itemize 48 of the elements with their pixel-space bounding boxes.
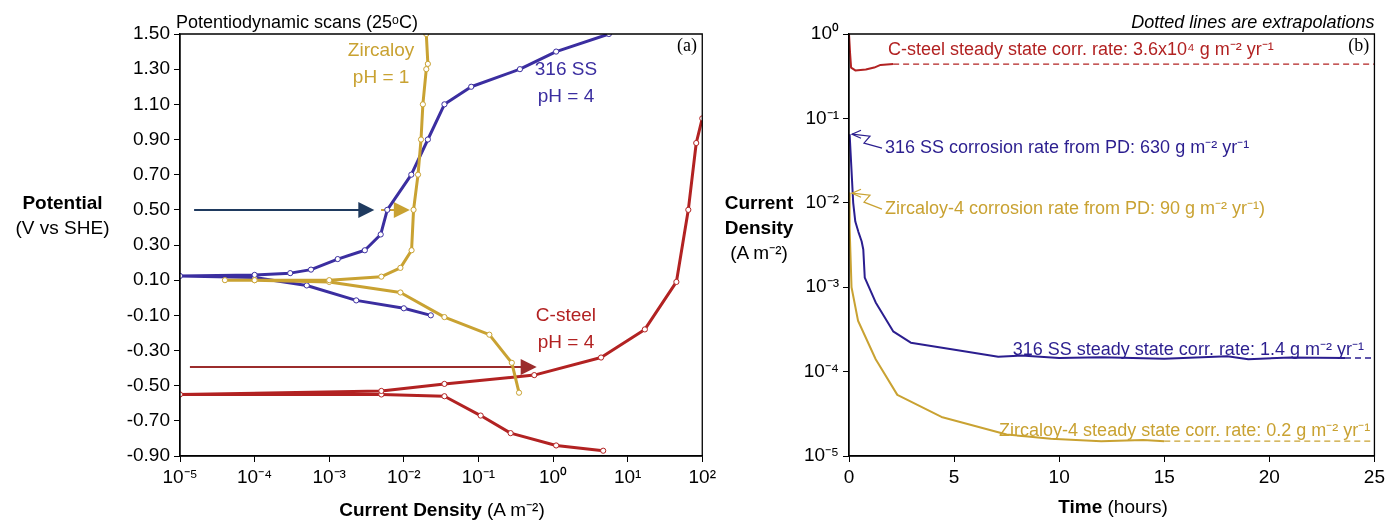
annotation: 316 SS corrosion rate from PD: 630 g m⁻² yr⁻¹ [885, 137, 1250, 158]
y-tick-label: 10⁻⁵ [803, 444, 839, 466]
y-tick-label: 10⁻¹ [805, 106, 839, 128]
chart-title: Potentiodynamic scans (25ᵒC) [176, 12, 418, 32]
series-label: Zircaloy pH = 1 [347, 39, 415, 88]
y-tick-label: 0.30 [133, 233, 170, 255]
y-tick-label: 10⁻³ [805, 275, 839, 297]
y-axis-title: Current Density (A m⁻²) [723, 191, 795, 265]
y-tick-label: -0.50 [126, 373, 170, 395]
x-tick-label: 10⁻³ [312, 465, 346, 487]
series-label: 316 SS pH = 4 [534, 58, 598, 107]
x-tick-label: 10⁻⁵ [162, 465, 198, 487]
y-tick-label: -0.10 [126, 303, 170, 325]
y-tick-label: -0.70 [126, 409, 170, 431]
x-tick-label: 25 [1363, 465, 1385, 487]
x-tick-label: 10⁻⁴ [236, 465, 273, 487]
annotation: (a) [677, 35, 698, 57]
y-tick-label: 10⁻⁴ [803, 359, 839, 381]
x-tick-label: 10⁻¹ [461, 465, 496, 487]
annotation: Zircaloy-4 corrosion rate from PD: 90 g m⁻² yr⁻¹) [885, 198, 1266, 219]
y-tick-label: 0.90 [133, 127, 170, 149]
annotation: Zircaloy-4 steady state corr. rate: 0.2 g m⁻² yr⁻¹ [999, 420, 1371, 441]
y-tick-label: 1.30 [133, 57, 170, 79]
annotation: C-steel steady state corr. rate: 3.6x10⁴ g m⁻² yr⁻¹ [887, 39, 1274, 60]
y-tick-label: 1.10 [133, 92, 170, 114]
x-axis-title: Current Density (A m⁻²) [338, 498, 546, 522]
x-axis-title: Time (hours) [1057, 496, 1169, 518]
y-tick-label: -0.30 [126, 338, 170, 360]
x-tick-label: 10² [688, 465, 716, 487]
x-tick-label: 10⁰ [538, 465, 568, 487]
x-tick-label: 10⁻² [387, 465, 421, 487]
y-tick-label: 1.50 [133, 22, 170, 44]
y-axis-title: Potential (V vs SHE) [14, 191, 111, 240]
x-tick-label: 5 [948, 465, 960, 487]
text: Dotted lines are extrapolations [1131, 12, 1375, 33]
y-tick-label: 10⁻² [805, 191, 839, 213]
x-tick-label: 20 [1258, 465, 1280, 487]
y-tick-label: 0.50 [133, 198, 170, 220]
y-tick-label: 0.70 [133, 162, 170, 184]
x-tick-label: 10¹ [613, 465, 642, 487]
y-tick-label: 0.10 [133, 268, 170, 290]
y-tick-label: 10⁰ [810, 22, 839, 44]
x-tick-label: 10 [1048, 465, 1070, 487]
series-label: C-steel pH = 4 [535, 304, 597, 353]
x-tick-label: 0 [843, 465, 855, 487]
y-tick-label: -0.90 [126, 444, 170, 466]
x-tick-label: 15 [1153, 465, 1175, 487]
annotation: (b) [1348, 35, 1370, 57]
